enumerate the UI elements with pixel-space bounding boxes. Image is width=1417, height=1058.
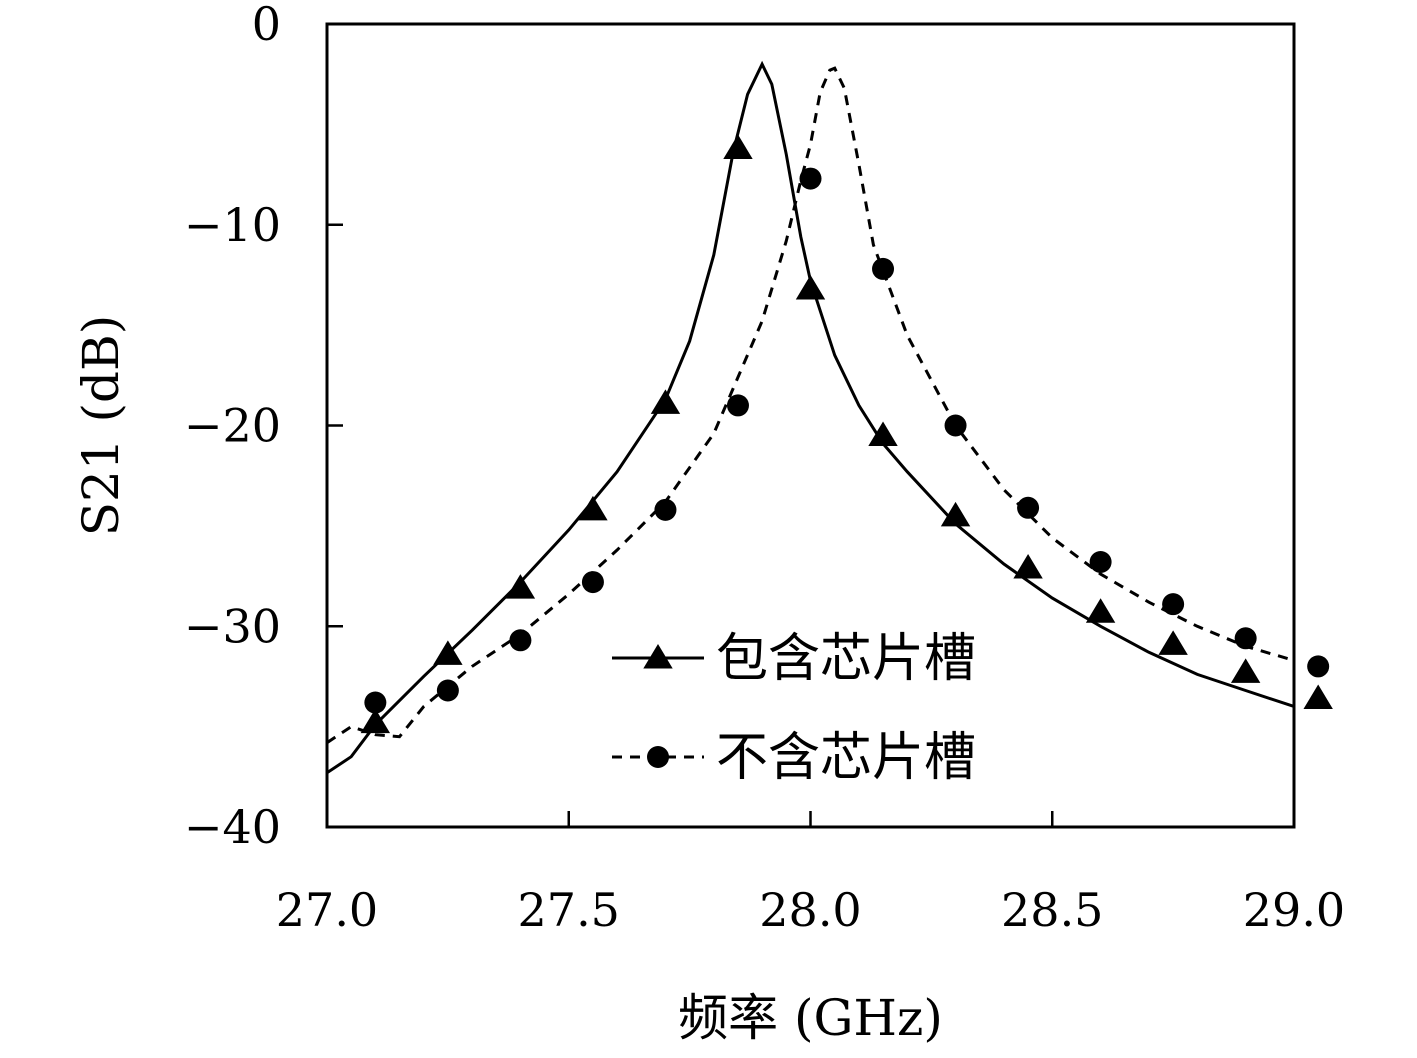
y-tick-label: −20 bbox=[184, 399, 281, 453]
legend-label-with-chip-slot: 包含芯片槽 bbox=[716, 629, 976, 689]
plot-layer bbox=[327, 60, 1333, 775]
plot-frame bbox=[325, 22, 1296, 829]
series-0-marker-triangle bbox=[360, 708, 391, 734]
series-0-marker-triangle bbox=[1158, 630, 1188, 655]
series-1-marker-circle bbox=[436, 679, 459, 702]
series-1-marker-circle bbox=[1234, 627, 1257, 650]
x-tick-label: 28.0 bbox=[759, 883, 861, 937]
series-0-marker-triangle bbox=[940, 501, 971, 527]
series-1-marker-circle bbox=[1307, 655, 1330, 678]
ticks-layer: 27.0 27.5 28.0 28.5 29.0 0 −10 −20 −30 −40 bbox=[184, 0, 1345, 937]
series-1-marker-circle bbox=[364, 691, 387, 714]
series-0-marker-triangle bbox=[433, 640, 463, 665]
series-0-marker-triangle bbox=[723, 134, 753, 159]
legend-label-without-chip-slot: 不含芯片槽 bbox=[716, 728, 976, 788]
series-1-marker-circle bbox=[1089, 551, 1112, 574]
x-axis-title: 频率 (GHz) bbox=[678, 989, 943, 1047]
series-0-marker-triangle bbox=[795, 274, 826, 300]
series-1-marker-circle bbox=[799, 167, 822, 190]
series-0-marker-triangle bbox=[1013, 554, 1043, 579]
y-tick-label: −30 bbox=[184, 599, 281, 653]
legend: 包含芯片槽 不含芯片槽 bbox=[600, 618, 1050, 798]
series-0-marker-triangle bbox=[1230, 658, 1261, 683]
series-0-marker-triangle bbox=[650, 389, 681, 414]
series-1-marker-circle bbox=[654, 498, 677, 521]
series-0-marker-triangle bbox=[578, 495, 608, 521]
y-tick-label: −40 bbox=[184, 800, 281, 854]
x-tick-label: 28.5 bbox=[1001, 883, 1103, 937]
series-1-marker-circle bbox=[726, 394, 749, 417]
x-tick-label: 29.0 bbox=[1243, 883, 1345, 937]
series-1-marker-circle bbox=[509, 629, 532, 652]
series-line-1 bbox=[327, 66, 1294, 744]
x-tick-label: 27.5 bbox=[518, 883, 620, 937]
series-1-marker-circle bbox=[1162, 593, 1185, 616]
series-1-marker-circle bbox=[581, 571, 604, 594]
legend-background bbox=[600, 618, 1050, 798]
y-axis-title: S21 (dB) bbox=[72, 315, 130, 537]
series-1-marker-circle bbox=[872, 257, 895, 280]
series-1-marker-circle bbox=[944, 414, 967, 437]
series-0-marker-triangle bbox=[505, 574, 536, 599]
series-0-marker-triangle bbox=[1085, 598, 1116, 623]
series-0-marker-triangle bbox=[868, 421, 898, 447]
series-0-marker-triangle bbox=[1303, 684, 1333, 710]
y-tick-label: 0 bbox=[252, 0, 281, 51]
legend-marker-circle bbox=[647, 746, 669, 768]
series-1-marker-circle bbox=[1017, 496, 1040, 519]
y-tick-label: −10 bbox=[184, 198, 281, 252]
legend-marker-triangle bbox=[643, 644, 673, 669]
x-tick-label: 27.0 bbox=[276, 883, 378, 937]
